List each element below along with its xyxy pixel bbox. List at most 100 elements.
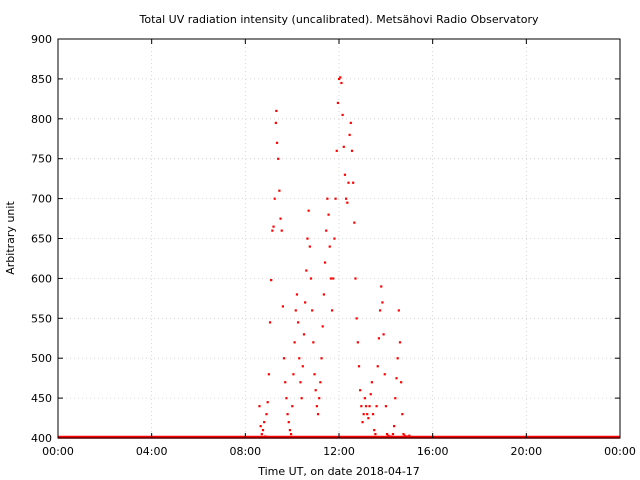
data-point bbox=[359, 389, 362, 392]
x-tick-labels: 00:00 04:00 08:00 12:00 16:00 20:00 00:00 bbox=[42, 445, 636, 458]
x-tick-label: 12:00 bbox=[323, 445, 355, 458]
data-point bbox=[352, 181, 355, 184]
data-point bbox=[291, 405, 294, 408]
data-point bbox=[401, 413, 404, 416]
data-point bbox=[339, 76, 342, 79]
data-point bbox=[328, 245, 331, 248]
data-point bbox=[380, 285, 383, 288]
data-point bbox=[398, 341, 402, 344]
data-point bbox=[349, 121, 352, 124]
data-point bbox=[405, 435, 409, 438]
data-point bbox=[375, 405, 378, 408]
data-point bbox=[306, 237, 309, 240]
data-point bbox=[336, 101, 340, 105]
data-point bbox=[264, 435, 267, 438]
data-point bbox=[386, 433, 389, 436]
data-point bbox=[289, 433, 293, 436]
data-point bbox=[348, 133, 351, 136]
y-tick-label: 650 bbox=[31, 233, 52, 246]
data-point bbox=[287, 421, 290, 424]
data-point bbox=[279, 217, 282, 220]
data-point bbox=[378, 309, 382, 312]
data-point bbox=[270, 278, 273, 282]
x-tick-label: 04:00 bbox=[136, 445, 168, 458]
data-point bbox=[367, 417, 370, 420]
y-tick-label: 500 bbox=[31, 352, 52, 365]
data-point bbox=[311, 309, 314, 312]
data-point bbox=[361, 421, 364, 424]
data-point bbox=[260, 433, 263, 436]
data-point bbox=[285, 397, 288, 400]
data-point bbox=[393, 425, 396, 428]
data-point bbox=[299, 381, 302, 384]
y-tick-labels: 400 450 500 550 600 650 700 750 800 850 900 bbox=[31, 33, 52, 445]
data-point bbox=[377, 337, 381, 340]
x-tick-label: 00:00 bbox=[42, 445, 74, 458]
data-point bbox=[297, 321, 300, 324]
data-point bbox=[391, 433, 395, 436]
data-point bbox=[320, 357, 323, 360]
data-point bbox=[338, 77, 341, 81]
data-point bbox=[347, 181, 350, 184]
data-point bbox=[387, 434, 390, 437]
data-point bbox=[341, 113, 344, 117]
y-tick-label: 700 bbox=[31, 193, 52, 206]
data-point bbox=[389, 435, 392, 438]
data-point bbox=[373, 429, 376, 432]
data-point bbox=[323, 261, 327, 264]
y-tick-label: 800 bbox=[31, 113, 52, 126]
data-point bbox=[333, 237, 336, 240]
data-point bbox=[354, 277, 357, 280]
data-point bbox=[363, 397, 366, 400]
data-point bbox=[383, 373, 386, 376]
data-point bbox=[353, 221, 356, 224]
grid bbox=[58, 39, 620, 438]
data-point bbox=[293, 341, 296, 344]
data-point bbox=[332, 277, 335, 280]
data-point bbox=[343, 173, 347, 176]
data-point bbox=[302, 333, 306, 336]
data-point bbox=[300, 397, 303, 400]
data-point bbox=[330, 309, 334, 312]
data-point bbox=[402, 433, 405, 436]
data-point bbox=[396, 357, 399, 360]
data-point bbox=[263, 421, 266, 424]
y-tick-label: 400 bbox=[31, 432, 52, 445]
data-point bbox=[315, 405, 318, 408]
data-point bbox=[355, 317, 358, 320]
data-point bbox=[340, 81, 343, 85]
data-point bbox=[275, 141, 279, 144]
data-point bbox=[368, 405, 371, 408]
data-point bbox=[403, 434, 406, 437]
data-point bbox=[314, 389, 317, 392]
y-tick-label: 750 bbox=[31, 153, 52, 166]
data-point bbox=[304, 301, 307, 304]
data-point bbox=[342, 145, 345, 148]
data-point bbox=[346, 201, 349, 204]
data-point bbox=[288, 429, 292, 432]
data-point bbox=[356, 341, 359, 344]
x-tick-label: 00:00 bbox=[604, 445, 636, 458]
data-point bbox=[345, 197, 348, 200]
data-point bbox=[321, 325, 324, 328]
data-point bbox=[286, 413, 289, 416]
data-point bbox=[266, 401, 269, 404]
data-point bbox=[278, 189, 281, 192]
data-point bbox=[382, 333, 385, 336]
data-point bbox=[316, 413, 320, 416]
data-point bbox=[326, 197, 329, 200]
data-point bbox=[280, 229, 283, 232]
data-point bbox=[301, 365, 304, 368]
data-point bbox=[259, 425, 262, 428]
data-point bbox=[265, 413, 268, 416]
data-point bbox=[312, 341, 315, 344]
data-point bbox=[294, 309, 297, 312]
data-point bbox=[394, 397, 397, 400]
axis-ticks bbox=[57, 38, 621, 439]
data-point bbox=[282, 357, 286, 360]
data-point bbox=[374, 433, 377, 436]
data-point bbox=[275, 109, 278, 113]
data-point bbox=[357, 365, 361, 368]
y-tick-label: 900 bbox=[31, 33, 52, 46]
